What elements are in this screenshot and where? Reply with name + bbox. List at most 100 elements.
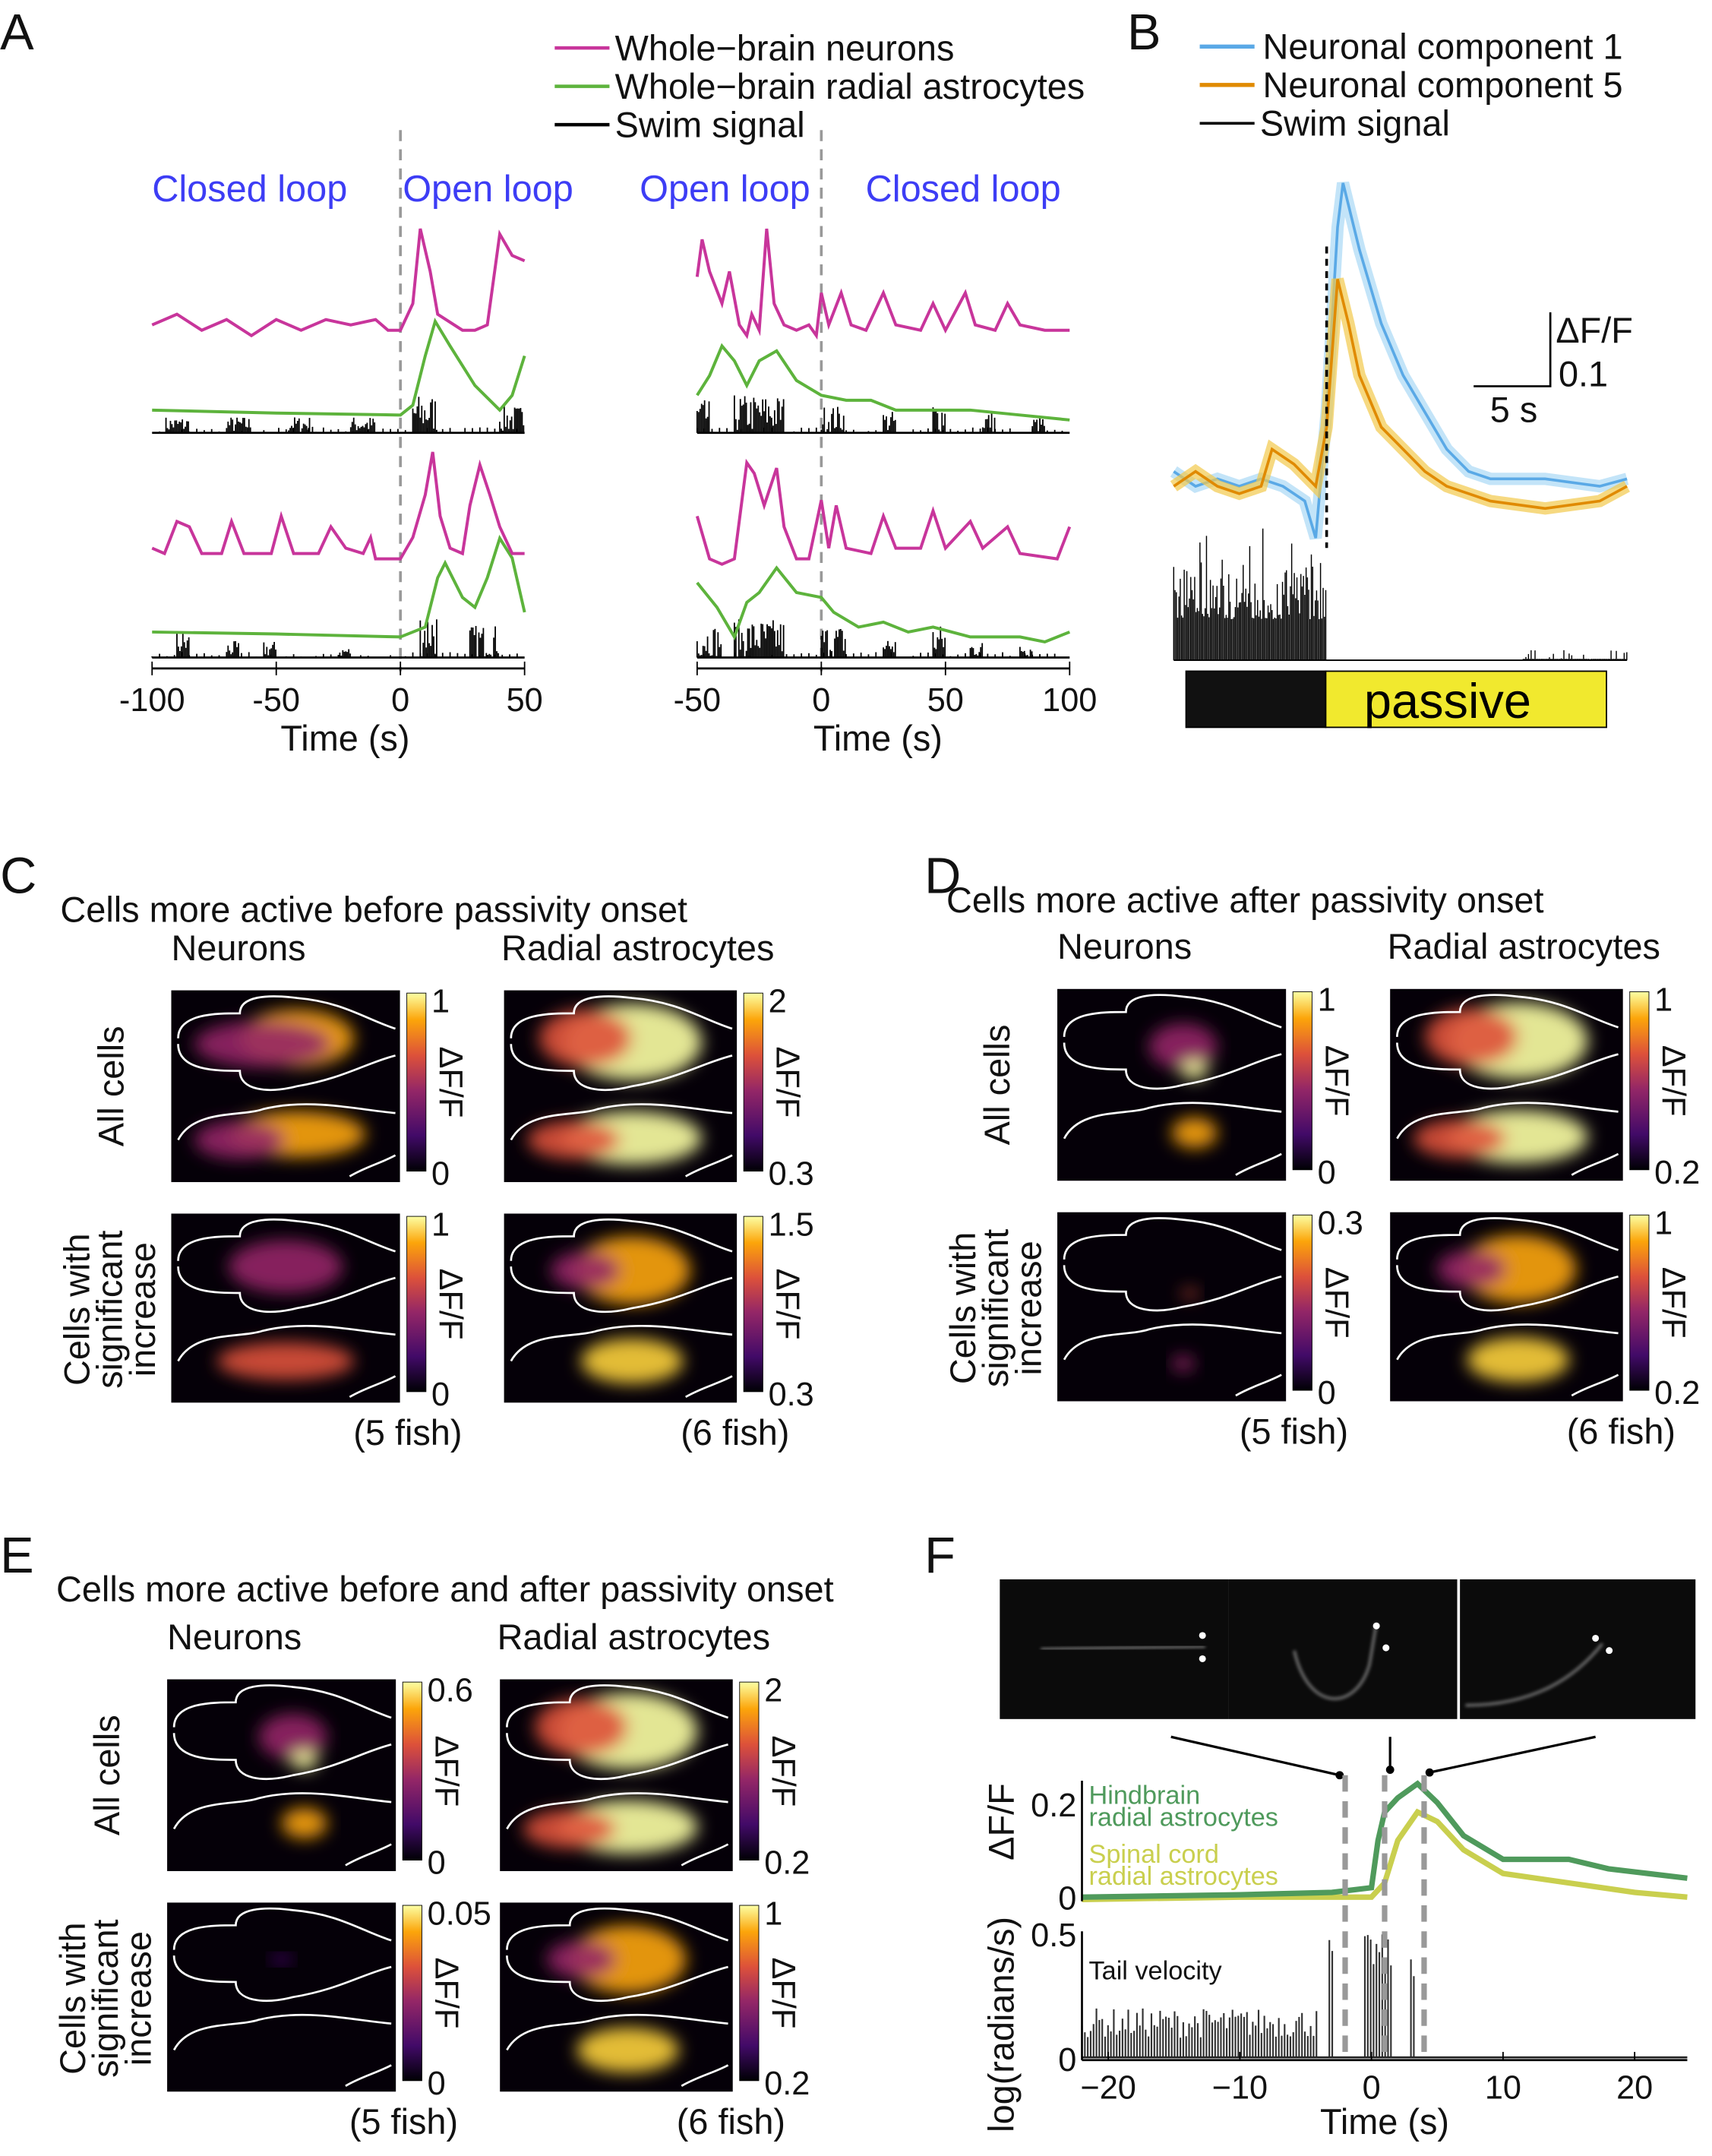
colorbar-label: ΔF/F	[428, 1958, 464, 2029]
trace-component-5	[1173, 279, 1628, 511]
column-label-radial-astrocytes: Radial astrocytes	[1388, 927, 1660, 966]
row-label-significant: increase	[123, 1242, 163, 1377]
heatmap-region	[1436, 1250, 1507, 1288]
brain-outline-lateral	[1063, 1102, 1282, 1176]
brain-outline-lateral	[177, 1103, 396, 1178]
neuron-trace	[151, 228, 526, 338]
arrow-line	[1429, 1735, 1596, 1774]
fish-count-astrocytes: (6 fish)	[677, 2102, 785, 2142]
column-label-radial-astrocytes: Radial astrocytes	[501, 928, 774, 968]
brain-outline-lateral	[510, 1325, 733, 1399]
panel-label-e: E	[0, 1528, 34, 1584]
heatmap-region	[527, 1121, 621, 1159]
fish-count-neurons: (5 fish)	[1240, 1412, 1348, 1451]
brain-image	[1057, 988, 1287, 1181]
heatmap	[270, 1953, 293, 1965]
brain-image	[167, 1902, 396, 2092]
brain-image	[504, 990, 738, 1183]
colorbar	[406, 992, 427, 1172]
heatmap	[546, 1925, 687, 2073]
legend-swim: Swim signal	[615, 105, 805, 144]
colorbar	[743, 1216, 763, 1393]
panel-a-left-xlabel: Time (s)	[280, 719, 409, 758]
colorbar-min: 0	[431, 1377, 450, 1413]
tail-velocity-label: Tail velocity	[1089, 1956, 1223, 1985]
heatmap	[523, 1693, 698, 1854]
fish-video-frame	[1228, 1579, 1458, 1719]
x-tick-label: 20	[1616, 2069, 1653, 2106]
panel-a-plots: -100 -50 0 50 -50 0 50 100	[119, 130, 1097, 719]
heatmap-region	[523, 1810, 617, 1848]
colorbar-label: ΔF/F	[1655, 1045, 1691, 1117]
fish-count-neurons: (5 fish)	[349, 2102, 458, 2142]
panel-label-f: F	[924, 1528, 955, 1584]
column-label-neurons: Neurons	[171, 928, 305, 968]
brain-image	[504, 1213, 738, 1403]
fish-eye	[1199, 1632, 1206, 1639]
colorbar-max: 1.5	[769, 1206, 814, 1243]
y-axis-label-bottom: log(radians/s)	[981, 1917, 1021, 2132]
colorbar-max: 0.6	[428, 1672, 473, 1709]
legend-astrocytes: Whole−brain radial astrocytes	[615, 67, 1085, 106]
colorbar-max: 2	[769, 983, 787, 1020]
column-label-neurons: Neurons	[1057, 927, 1192, 966]
panel-d: Cells more active after passivity onset N…	[943, 880, 1700, 1452]
heatmap-region	[1171, 1117, 1218, 1149]
series-label: Hindbrain	[1089, 1781, 1201, 1810]
brain-outline-lateral	[510, 1103, 733, 1178]
brain-outline-lateral	[1396, 1323, 1619, 1397]
arrow-head-icon	[1425, 1768, 1434, 1777]
heatmap-region	[228, 1240, 343, 1294]
row-label-all-cells: All cells	[978, 1025, 1017, 1146]
heatmap-region	[1467, 1336, 1570, 1383]
heatmap-region	[1413, 1119, 1507, 1158]
row-label-significant: increase	[118, 1931, 158, 2066]
heatmap-region	[573, 1236, 690, 1304]
heatmap-region	[290, 1750, 318, 1770]
phase-label-closed-loop-right: Closed loop	[866, 169, 1061, 210]
brain-image	[171, 1213, 400, 1403]
heatmap-region	[194, 1020, 332, 1067]
legend-component-1: Neuronal component 1	[1263, 27, 1623, 67]
heatmap	[258, 1713, 327, 1839]
panel-e: Cells more active before and after passi…	[53, 1570, 834, 2142]
heatmap-region	[281, 1807, 327, 1839]
colorbar-max: 0.05	[428, 1895, 491, 1932]
colorbar-max: 1	[1654, 1206, 1673, 1242]
x-tick-label: 0	[391, 682, 409, 719]
colorbar-label: ΔF/F	[1318, 1045, 1354, 1117]
row-label-significant: significant	[976, 1229, 1016, 1387]
brain-image-background	[167, 1679, 396, 1871]
astrocyte-trace	[696, 343, 1070, 422]
scale-x-label: 5 s	[1490, 390, 1538, 429]
colorbar-max: 0.3	[1318, 1206, 1363, 1242]
brain-outline-lateral	[172, 1792, 392, 1867]
y-tick-label: 0	[1058, 1880, 1076, 1917]
heatmap	[1436, 1234, 1577, 1383]
phase-label-open-loop-right: Open loop	[640, 169, 810, 210]
fish-eye	[1372, 1622, 1380, 1630]
x-tick-label: 0	[812, 682, 830, 719]
brain-outline-dorsal	[1396, 1217, 1619, 1312]
fish-eye	[1606, 1647, 1613, 1655]
colorbar-max: 1	[431, 983, 450, 1020]
heatmap-region	[258, 1713, 327, 1760]
heatmap-region	[216, 1342, 355, 1380]
colorbar-label: ΔF/F	[428, 1735, 464, 1807]
legend-component-5: Neuronal component 5	[1263, 65, 1623, 105]
heatmap-region	[1171, 1355, 1195, 1371]
colorbar-max: 1	[1318, 982, 1336, 1019]
brain-image-background	[1057, 1212, 1287, 1402]
brain-outline-lateral	[506, 2013, 729, 2087]
x-tick-label: -50	[252, 682, 300, 719]
fish-video-frame	[1460, 1579, 1696, 1719]
column-label-neurons: Neurons	[167, 1617, 302, 1657]
series-label: radial astrocytes	[1089, 1862, 1278, 1891]
colorbar-max: 1	[1654, 982, 1673, 1019]
y-tick-label: 0	[1058, 2042, 1076, 2079]
colorbar-min: 0	[1318, 1155, 1336, 1191]
colorbar-max: 1	[431, 1206, 450, 1243]
panel-label-d: D	[924, 849, 961, 905]
colorbar-label: ΔF/F	[1318, 1267, 1354, 1339]
row-label-significant: significant	[90, 1231, 130, 1389]
